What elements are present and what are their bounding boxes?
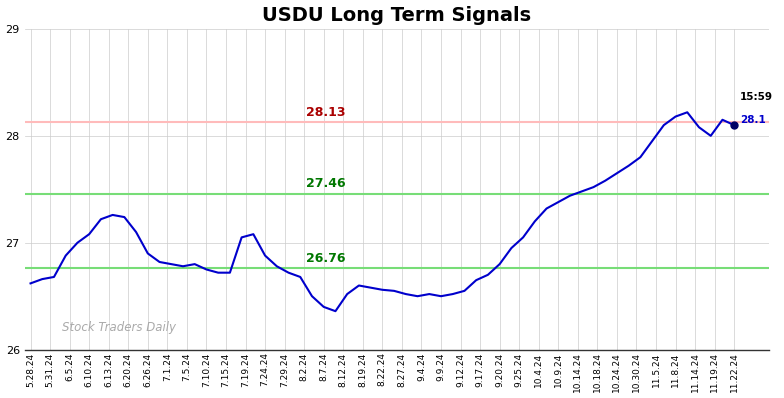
- Text: 27.46: 27.46: [307, 178, 346, 190]
- Text: Stock Traders Daily: Stock Traders Daily: [62, 321, 176, 334]
- Text: 15:59: 15:59: [740, 92, 773, 101]
- Title: USDU Long Term Signals: USDU Long Term Signals: [263, 6, 532, 25]
- Text: 28.13: 28.13: [307, 106, 346, 119]
- Text: 26.76: 26.76: [307, 252, 346, 265]
- Text: 28.1: 28.1: [740, 115, 766, 125]
